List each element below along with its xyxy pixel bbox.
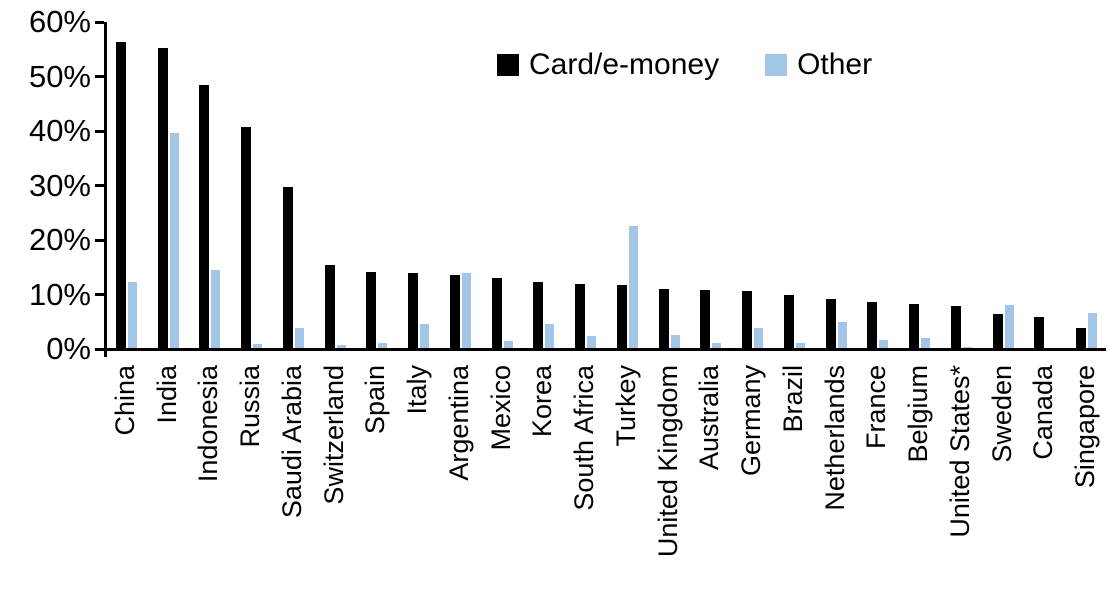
x-axis-label: Belgium: [903, 365, 934, 463]
x-axis-label: Italy: [402, 365, 433, 415]
bar-other: [420, 323, 430, 349]
x-axis-label: United States*: [944, 365, 975, 538]
x-axis-label: South Africa: [569, 365, 600, 511]
y-axis-line: [104, 22, 107, 357]
y-tick-mark: [95, 75, 104, 78]
y-tick-mark: [95, 293, 104, 296]
bar-other: [879, 339, 889, 349]
bar-card: [783, 295, 794, 349]
x-axis-label: Australia: [694, 365, 725, 471]
bar-other: [294, 327, 304, 349]
bar-card: [1034, 317, 1045, 349]
x-axis-label: Indonesia: [193, 365, 224, 483]
bar-card: [867, 301, 878, 349]
bar-card: [366, 272, 377, 349]
bar-other: [837, 321, 847, 350]
x-axis-label: Singapore: [1070, 365, 1101, 489]
y-tick-mark: [95, 347, 104, 351]
y-tick-mark: [95, 238, 104, 242]
bar-other: [378, 343, 388, 349]
bar-card: [950, 305, 961, 349]
bar-card: [241, 127, 252, 349]
x-axis-label: Netherlands: [819, 365, 850, 511]
bar-other: [461, 272, 471, 349]
bar-other: [754, 327, 764, 349]
bar-card: [1076, 328, 1087, 349]
bar-card: [575, 284, 586, 349]
legend-swatch-card-icon: [497, 54, 519, 76]
bar-other: [670, 335, 680, 349]
bar-other: [921, 337, 931, 349]
x-axis-label: Mexico: [485, 365, 516, 451]
bar-other: [545, 323, 555, 349]
y-tick-label: 50%: [28, 58, 91, 94]
y-tick-label: 60%: [28, 4, 91, 39]
bar-card: [115, 41, 126, 349]
x-axis-label: Saudi Arabia: [276, 365, 307, 519]
x-axis-label: China: [109, 365, 140, 436]
bar-other: [628, 225, 638, 349]
y-tick-mark: [95, 20, 104, 24]
y-tick-label: 30%: [28, 167, 91, 203]
legend: Card/e-money Other: [497, 48, 872, 82]
x-axis-label: Brazil: [777, 365, 808, 433]
bar-other: [795, 342, 805, 349]
bar-other: [253, 343, 263, 350]
y-tick-mark: [95, 184, 104, 187]
bar-card: [449, 275, 460, 349]
y-tick-label: 0%: [46, 331, 91, 366]
bar-card: [282, 186, 293, 349]
bar-other: [962, 346, 972, 349]
bar-card: [742, 291, 753, 349]
x-axis-label: India: [151, 365, 182, 424]
bar-card: [992, 313, 1003, 349]
x-axis-label: Sweden: [986, 365, 1017, 463]
x-axis-label: France: [861, 365, 892, 450]
bar-card: [199, 85, 210, 349]
x-axis-label: Korea: [527, 365, 558, 438]
legend-swatch-other-icon: [765, 54, 788, 76]
bar-card: [157, 47, 168, 349]
x-axis-label: Russia: [235, 365, 266, 448]
bar-card: [491, 277, 502, 349]
bar-other: [336, 344, 346, 349]
x-axis-line: [104, 348, 1106, 351]
bar-card: [324, 264, 335, 349]
x-axis-label: Turkey: [610, 365, 641, 447]
x-axis-label: Spain: [360, 365, 391, 435]
x-axis-label: United Kingdom: [652, 365, 683, 558]
bar-other: [712, 342, 722, 349]
bar-other: [169, 132, 179, 349]
bar-other: [1088, 312, 1098, 349]
x-axis-label: Germany: [736, 365, 767, 477]
bar-card: [700, 290, 711, 349]
x-axis-label: Canada: [1028, 365, 1059, 460]
y-tick-label: 20%: [28, 222, 91, 257]
x-axis-label: Switzerland: [318, 365, 349, 505]
y-tick-label: 10%: [28, 276, 91, 312]
x-axis-label: Argentina: [443, 365, 474, 481]
y-tick-label: 40%: [28, 113, 91, 148]
y-tick-mark: [95, 129, 104, 133]
bar-other: [503, 340, 513, 349]
bar-other: [127, 282, 137, 349]
bar-card: [408, 272, 419, 349]
bar-card: [533, 282, 544, 349]
bar-card: [616, 285, 627, 349]
bar-other: [587, 335, 597, 349]
legend-label-other: Other: [797, 48, 873, 81]
bar-other: [211, 270, 221, 349]
bar-card: [658, 289, 669, 350]
bar-card: [909, 303, 920, 349]
bar-other: [1004, 304, 1014, 349]
legend-label-card: Card/e-money: [529, 48, 720, 81]
bar-card: [825, 298, 836, 349]
